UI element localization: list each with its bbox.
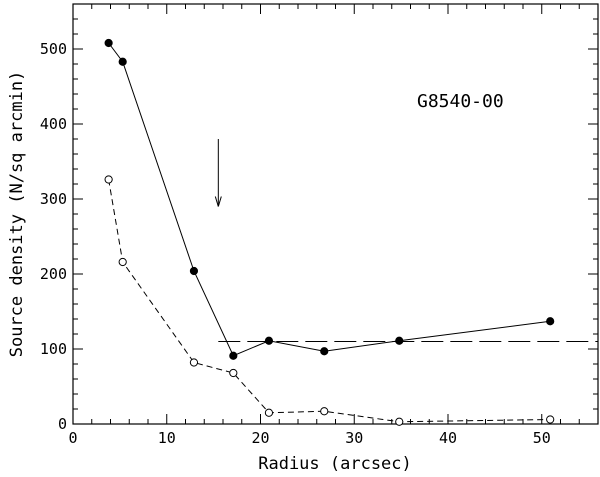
y-axis-label: Source density (N/sq arcmin)	[7, 71, 27, 358]
series-line-filled	[108, 42, 551, 357]
x-tick-label: 30	[345, 429, 363, 447]
data-point-filled	[264, 336, 274, 345]
x-tick-label: 40	[439, 429, 457, 447]
data-point-open	[546, 415, 555, 424]
series-line-open	[108, 179, 551, 423]
data-point-filled	[229, 351, 238, 360]
data-point-open	[264, 408, 274, 417]
arrow-annotation	[214, 139, 222, 207]
data-point-open	[229, 368, 238, 378]
arrow-head-left	[214, 196, 219, 207]
series-points	[104, 38, 555, 426]
arrow-head-right	[217, 196, 222, 207]
data-point-open	[395, 417, 404, 426]
y-tick-label: 200	[40, 265, 67, 283]
data-point-open	[104, 175, 113, 184]
x-tick-label: 50	[533, 429, 551, 447]
object-label: G8540-00	[417, 91, 504, 112]
y-tick-label: 500	[40, 40, 67, 58]
x-tick-label: 20	[251, 429, 269, 447]
data-point-filled	[546, 317, 555, 326]
data-point-filled	[320, 347, 329, 356]
series-lines	[108, 42, 551, 423]
data-point-open	[320, 407, 329, 416]
x-axis-label: Radius (arcsec)	[258, 454, 412, 474]
data-point-filled	[395, 336, 404, 345]
data-point-open	[189, 358, 199, 367]
y-tick-label: 100	[40, 340, 67, 358]
data-point-filled	[118, 57, 127, 66]
y-tick-label: 0	[58, 415, 67, 433]
x-tick-label: 0	[68, 429, 77, 447]
data-point-filled	[104, 38, 113, 48]
data-point-filled	[189, 266, 199, 276]
data-point-open	[118, 257, 127, 267]
y-tick-label: 300	[40, 190, 67, 208]
plot-frame	[72, 3, 599, 425]
x-tick-label: 10	[158, 429, 176, 447]
y-tick-label: 400	[40, 115, 67, 133]
